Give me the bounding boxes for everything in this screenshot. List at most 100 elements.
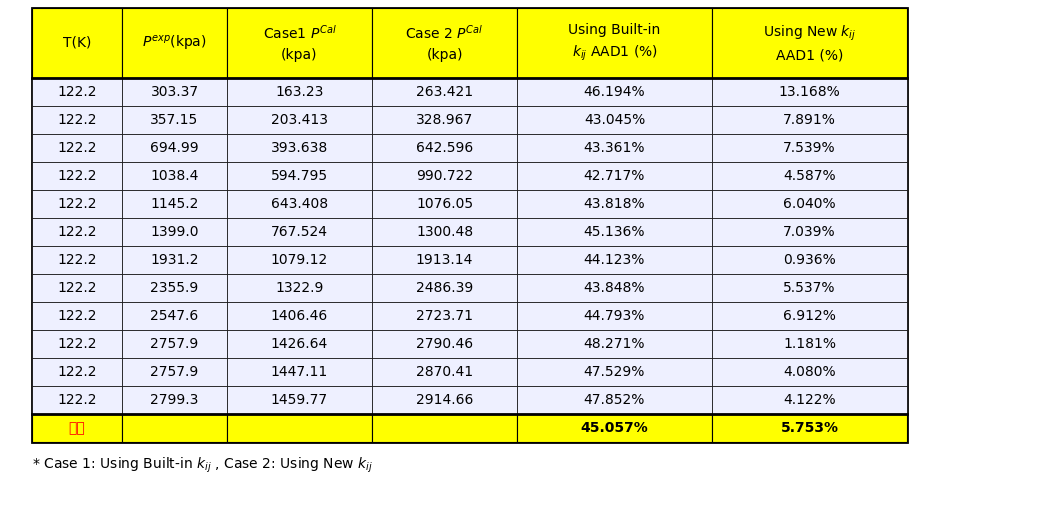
Text: 2799.3: 2799.3 (150, 393, 199, 407)
Text: 203.413: 203.413 (271, 113, 328, 127)
Bar (517, 162, 712, 190)
Bar (227, 330, 372, 358)
Text: Using Built-in
$k_{ij}$ AAD1 (%): Using Built-in $k_{ij}$ AAD1 (%) (568, 23, 660, 63)
Text: 47.852%: 47.852% (584, 393, 645, 407)
Bar (227, 302, 372, 330)
Text: 44.793%: 44.793% (584, 309, 645, 323)
Bar (122, 330, 227, 358)
Bar (372, 190, 517, 218)
Text: 5.537%: 5.537% (784, 281, 836, 295)
Text: 1322.9: 1322.9 (275, 281, 324, 295)
Text: 643.408: 643.408 (271, 197, 328, 211)
Bar (227, 274, 372, 302)
Bar (32, 106, 122, 134)
Text: 122.2: 122.2 (57, 169, 97, 183)
Bar (122, 302, 227, 330)
Text: 1038.4: 1038.4 (150, 169, 199, 183)
Text: 594.795: 594.795 (271, 169, 328, 183)
Bar (712, 78, 907, 106)
Text: 1931.2: 1931.2 (150, 253, 199, 267)
Text: 2547.6: 2547.6 (150, 309, 199, 323)
Text: 767.524: 767.524 (271, 225, 328, 239)
Text: 7.539%: 7.539% (783, 141, 836, 155)
Bar (372, 358, 517, 386)
Bar (712, 8, 907, 78)
Bar (227, 106, 372, 134)
Bar (712, 218, 907, 246)
Text: 0.936%: 0.936% (783, 253, 836, 267)
Bar (227, 246, 372, 274)
Text: 122.2: 122.2 (57, 337, 97, 351)
Text: 642.596: 642.596 (416, 141, 473, 155)
Text: 122.2: 122.2 (57, 85, 97, 99)
Bar (32, 78, 122, 106)
Bar (227, 190, 372, 218)
Bar (122, 414, 227, 442)
Bar (372, 302, 517, 330)
Bar (372, 218, 517, 246)
Bar (32, 246, 122, 274)
Text: T(K): T(K) (63, 36, 91, 50)
Bar (712, 162, 907, 190)
Bar (122, 106, 227, 134)
Text: 2757.9: 2757.9 (150, 337, 199, 351)
Bar (122, 274, 227, 302)
Bar (372, 134, 517, 162)
Bar (122, 246, 227, 274)
Bar (517, 358, 712, 386)
Bar (712, 386, 907, 414)
Text: 1913.14: 1913.14 (416, 253, 473, 267)
Text: 4.587%: 4.587% (783, 169, 836, 183)
Text: 1447.11: 1447.11 (271, 365, 328, 379)
Bar (517, 134, 712, 162)
Text: 2355.9: 2355.9 (150, 281, 199, 295)
Bar (372, 414, 517, 442)
Text: 43.818%: 43.818% (584, 197, 646, 211)
Bar (517, 386, 712, 414)
Bar (712, 246, 907, 274)
Bar (517, 302, 712, 330)
Text: Case 2 $P^{Cal}$
(kpa): Case 2 $P^{Cal}$ (kpa) (405, 24, 484, 61)
Text: 122.2: 122.2 (57, 141, 97, 155)
Bar (372, 78, 517, 106)
Text: 2486.39: 2486.39 (416, 281, 473, 295)
Bar (712, 134, 907, 162)
Bar (517, 8, 712, 78)
Text: 7.039%: 7.039% (783, 225, 836, 239)
Text: 393.638: 393.638 (271, 141, 328, 155)
Text: 4.122%: 4.122% (783, 393, 836, 407)
Bar (517, 190, 712, 218)
Text: 45.136%: 45.136% (584, 225, 645, 239)
Text: 357.15: 357.15 (150, 113, 199, 127)
Bar (227, 78, 372, 106)
Bar (32, 302, 122, 330)
Bar (517, 246, 712, 274)
Text: 7.891%: 7.891% (783, 113, 836, 127)
Text: 43.848%: 43.848% (584, 281, 645, 295)
Text: 6.912%: 6.912% (783, 309, 836, 323)
Bar (32, 218, 122, 246)
Text: 2790.46: 2790.46 (416, 337, 473, 351)
Bar (122, 358, 227, 386)
Text: 2914.66: 2914.66 (416, 393, 473, 407)
Bar (372, 246, 517, 274)
Text: Case1 $P^{Cal}$
(kpa): Case1 $P^{Cal}$ (kpa) (262, 24, 336, 61)
Text: 2757.9: 2757.9 (150, 365, 199, 379)
Bar (122, 386, 227, 414)
Text: 1406.46: 1406.46 (271, 309, 328, 323)
Bar (372, 386, 517, 414)
Text: 122.2: 122.2 (57, 253, 97, 267)
Bar (517, 218, 712, 246)
Bar (517, 414, 712, 442)
Bar (32, 162, 122, 190)
Text: 1145.2: 1145.2 (150, 197, 199, 211)
Bar (122, 218, 227, 246)
Text: 694.99: 694.99 (150, 141, 199, 155)
Bar (32, 274, 122, 302)
Bar (517, 78, 712, 106)
Bar (227, 358, 372, 386)
Bar (712, 414, 907, 442)
Text: 13.168%: 13.168% (779, 85, 840, 99)
Text: 990.722: 990.722 (416, 169, 473, 183)
Text: 42.717%: 42.717% (584, 169, 645, 183)
